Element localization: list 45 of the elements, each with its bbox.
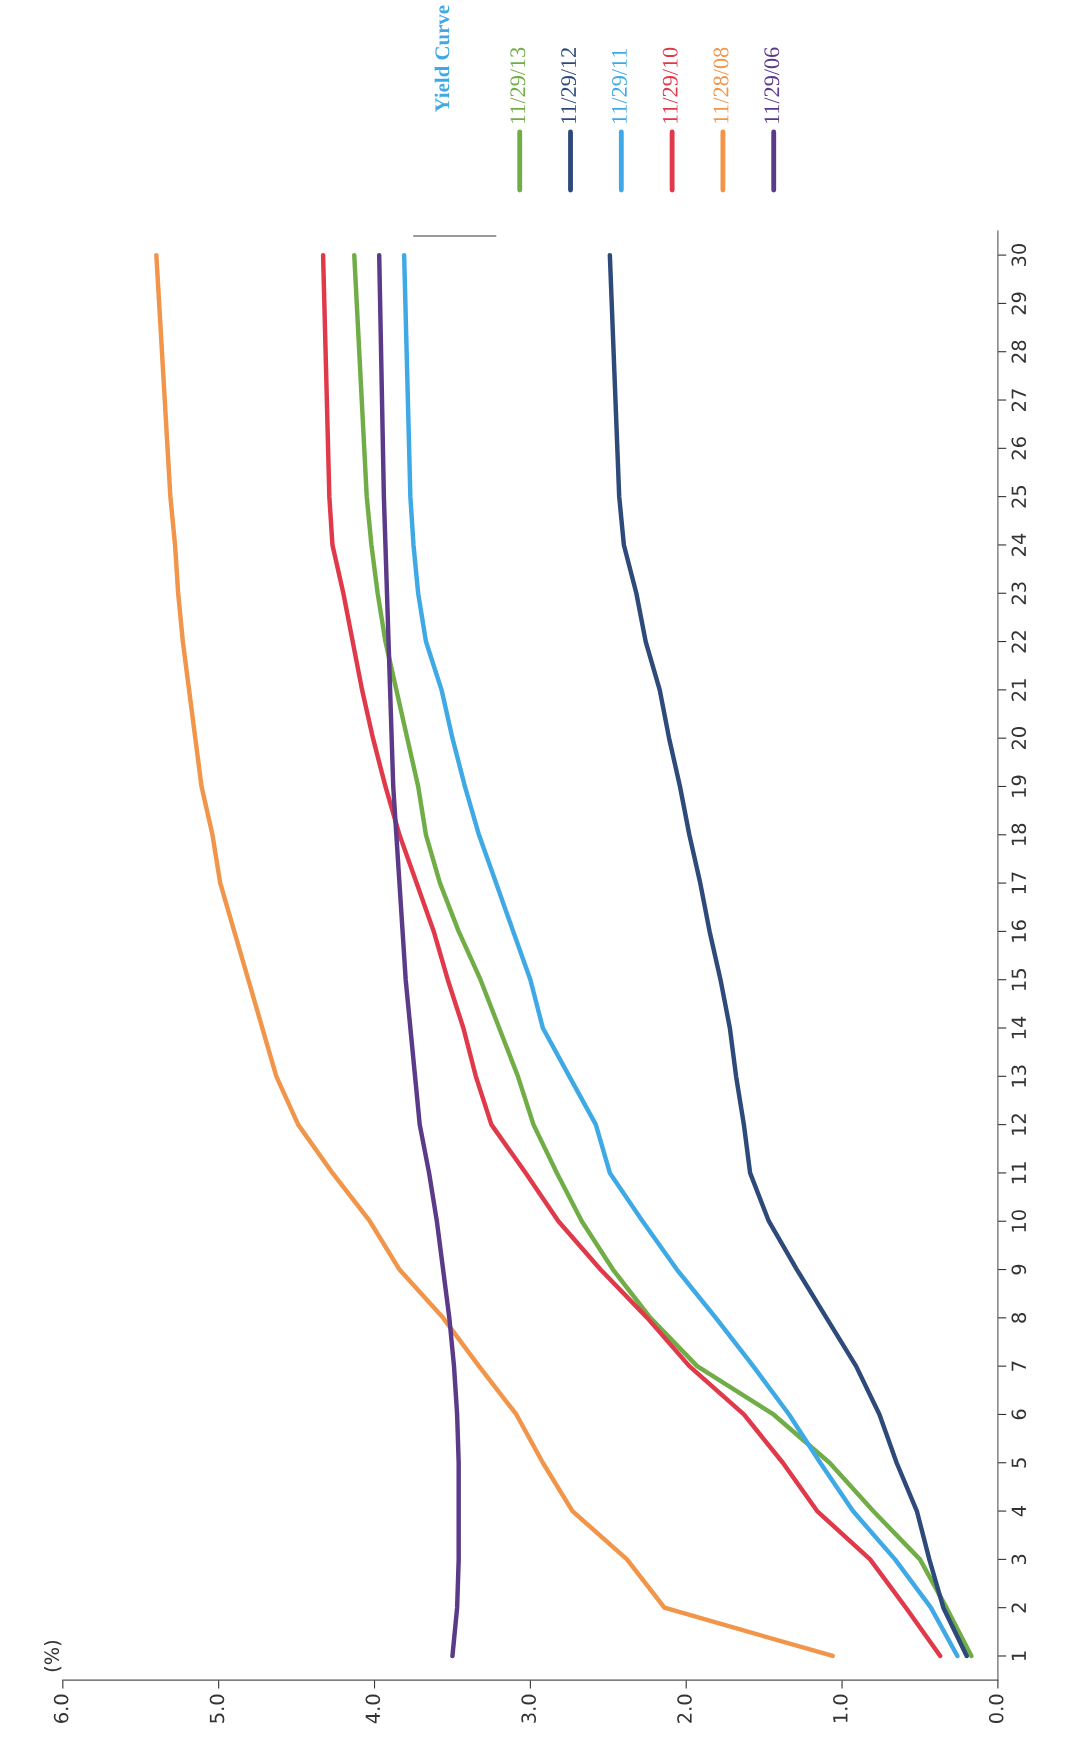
y-tick-label: 8 <box>1011 1312 1027 1323</box>
y-tick-label: 24 <box>1011 533 1026 556</box>
y-tick-label: 15 <box>1011 969 1027 990</box>
y-tick-label: 6 <box>1011 1409 1027 1420</box>
y-tick-label: 26 <box>1011 437 1027 460</box>
y-tick-label: 1 <box>1011 1651 1026 1661</box>
y-tick-label: 23 <box>1011 582 1027 605</box>
text: 11/29/10 <box>662 47 678 124</box>
y-tick-label: 17 <box>1011 872 1026 894</box>
x-tick-label: 5.0 <box>209 1694 225 1723</box>
x-tick-label: 6.0 <box>53 1694 69 1723</box>
y-tick-label: 22 <box>1011 631 1026 653</box>
x-tick-label: 4.0 <box>365 1694 381 1724</box>
y-tick-label: 20 <box>1011 727 1027 750</box>
y-tick-label: 5 <box>1011 1458 1027 1468</box>
y-tick-label: 18 <box>1011 823 1027 846</box>
y-tick-label: 27 <box>1011 389 1026 411</box>
text: 11/29/12 <box>561 48 577 124</box>
text: 11/29/13 <box>510 47 526 124</box>
y-tick-label: 7 <box>1011 1361 1026 1371</box>
x-tick-label: 0.0 <box>988 1694 1004 1723</box>
y-tick-label: 11 <box>1011 1162 1026 1184</box>
y-tick-label: 4 <box>1011 1505 1026 1517</box>
text: 11/29/06 <box>764 47 780 124</box>
y-tick-label: 19 <box>1011 775 1027 797</box>
x-tick-label: 2.0 <box>677 1694 692 1723</box>
x-tick-label: 1.0 <box>832 1694 848 1723</box>
y-tick-label: 12 <box>1011 1114 1026 1135</box>
y-axis-title: (%) <box>44 1640 62 1672</box>
y-tick-label: 2 <box>1011 1603 1026 1613</box>
text: 11/28/08 <box>713 47 729 124</box>
x-tick-label: 3.0 <box>521 1694 537 1723</box>
y-tick-label: 9 <box>1011 1264 1027 1275</box>
y-tick-label: 13 <box>1011 1065 1027 1087</box>
y-tick-label: 14 <box>1011 1016 1026 1039</box>
y-tick-label: 28 <box>1011 340 1027 363</box>
y-tick-label: 29 <box>1011 292 1027 315</box>
y-tick-label: 10 <box>1011 1210 1027 1232</box>
y-tick-label: 16 <box>1011 920 1027 942</box>
y-tick-label: 21 <box>1011 679 1026 701</box>
y-tick-label: 3 <box>1011 1554 1027 1565</box>
y-tick-label: 25 <box>1011 485 1027 508</box>
legend-title: Yield Curve <box>434 5 450 113</box>
y-tick-label: 30 <box>1011 244 1027 266</box>
text: 11/29/11 <box>611 48 627 124</box>
